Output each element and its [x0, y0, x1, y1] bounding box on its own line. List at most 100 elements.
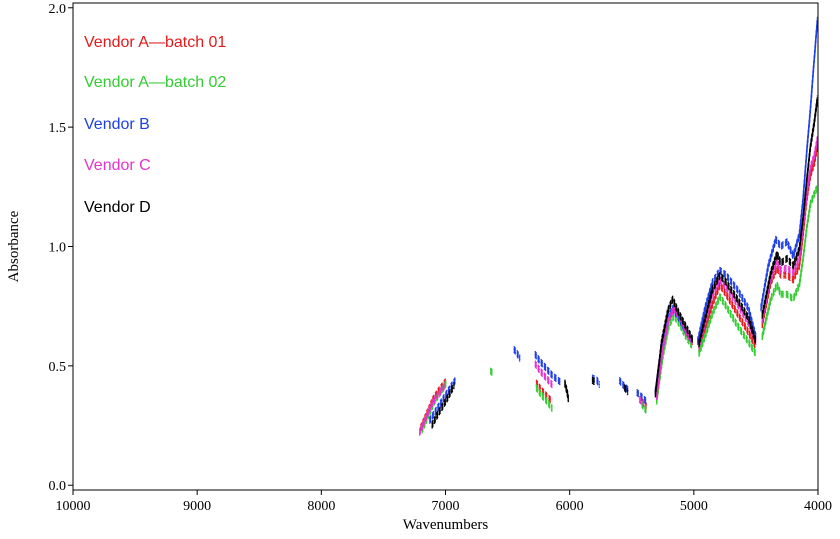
- spectrum-line: [418, 387, 447, 436]
- spectrum-line: [534, 363, 553, 386]
- spectrum-line: [421, 385, 448, 434]
- spectrum-line: [761, 183, 818, 335]
- spectrum-line: [535, 383, 553, 404]
- spectrum-line: [591, 375, 601, 384]
- x-tick-label: 6000: [556, 499, 584, 514]
- spectrum-line: [513, 345, 521, 357]
- spectrum-line: [761, 136, 819, 318]
- x-tick-label: 5000: [680, 499, 708, 514]
- x-tick-label: 9000: [183, 499, 211, 514]
- legend: Vendor A—batch 01 Vendor A—batch 02 Vendor…: [84, 34, 226, 216]
- spectrum-line: [698, 295, 757, 355]
- spectrum-line: [696, 269, 757, 343]
- spectrum-line: [760, 19, 819, 309]
- y-axis-ticks: 0.0 0.5 1.0 1.5 2.0: [49, 2, 73, 494]
- series-1: [420, 143, 819, 432]
- spectrum-line: [761, 95, 819, 314]
- spectrum-line: [638, 397, 645, 404]
- spectrum-line: [696, 268, 757, 341]
- spectrum-line: [641, 406, 648, 415]
- spectrum-line: [641, 403, 648, 412]
- legend-item-1: Vendor A—batch 01: [84, 34, 226, 51]
- spectrum-line: [535, 389, 553, 413]
- spectrum-line: [760, 16, 819, 306]
- spectrum-line: [698, 275, 757, 346]
- spectrum-line: [641, 402, 648, 411]
- y-axis-title: Absorbance: [6, 210, 22, 282]
- spectrum-line: [636, 391, 648, 403]
- x-tick-label: 8000: [307, 499, 335, 514]
- series-5: [431, 95, 819, 429]
- spectrum-line: [591, 376, 597, 381]
- spectrum-line: [641, 400, 648, 409]
- x-tick-label: 7000: [432, 499, 460, 514]
- y-tick-label: 2.0: [49, 2, 67, 17]
- spectrum-line: [534, 361, 553, 384]
- spectrum-line: [698, 271, 757, 342]
- spectrum-line: [489, 367, 494, 371]
- spectrum-line: [636, 394, 648, 405]
- spectrum-line: [761, 141, 819, 324]
- legend-item-2: Vendor A—batch 02: [84, 74, 226, 91]
- spectrum-line: [696, 271, 757, 344]
- spectrum-line: [535, 379, 553, 400]
- spectrum-line: [534, 364, 553, 387]
- spectrum-line: [623, 389, 629, 396]
- spectrum-line: [431, 386, 455, 428]
- spectrum-line: [513, 347, 521, 358]
- spectrum-line: [431, 384, 455, 426]
- y-tick-label: 1.0: [49, 241, 67, 256]
- series-4: [418, 136, 819, 436]
- spectrum-line: [534, 365, 553, 389]
- spectra-layer: [418, 16, 819, 436]
- spectrum-line: [431, 387, 455, 429]
- spectrum-line: [420, 378, 448, 427]
- spectrum-line: [618, 379, 629, 391]
- spectrum-line: [489, 371, 494, 375]
- spectrum-line: [636, 390, 648, 401]
- spectrum-line: [760, 18, 819, 308]
- spectrum-line: [418, 386, 447, 435]
- series-2: [421, 183, 818, 434]
- spectrum-line: [431, 381, 455, 424]
- spectrum-line: [535, 382, 553, 403]
- spectrum-line: [618, 382, 629, 394]
- spectrum-line: [698, 293, 757, 352]
- spectrum-line: [534, 355, 562, 385]
- spectrum-line: [591, 382, 597, 386]
- spectrum-line: [535, 384, 553, 407]
- spectrum-line: [618, 381, 629, 392]
- spectrum-line: [698, 297, 757, 356]
- spectrum-line: [489, 368, 494, 373]
- spectrum-line: [534, 352, 562, 382]
- spectrum-line: [534, 353, 562, 384]
- spectrum-line: [638, 400, 645, 406]
- spectrum-line: [534, 356, 562, 386]
- x-axis-title: Wavenumbers: [403, 517, 489, 533]
- y-tick-label: 1.5: [49, 121, 67, 136]
- spectrum-line: [591, 378, 597, 382]
- spectrum-line: [428, 376, 456, 419]
- spectrum-line: [636, 393, 648, 404]
- legend-item-4: Vendor C: [84, 157, 151, 174]
- spectrum-line: [698, 298, 757, 358]
- spectrum-line: [698, 280, 757, 349]
- spectrum-line: [761, 137, 819, 320]
- spectrum-line: [418, 383, 447, 432]
- spectrum-line: [513, 351, 521, 362]
- spectrum-line: [591, 379, 597, 384]
- spectrum-line: [534, 360, 553, 383]
- spectrum-line: [428, 378, 456, 420]
- spectrum-line: [638, 401, 645, 408]
- spectrum-line: [418, 384, 447, 433]
- x-tick-label: 4000: [804, 499, 832, 514]
- spectrum-line: [618, 378, 629, 389]
- spectrum-line: [431, 383, 455, 425]
- spectrum-line: [420, 376, 448, 426]
- spectrum-line: [761, 138, 819, 321]
- spectrum-line: [623, 385, 629, 392]
- spectrum-line: [698, 294, 757, 353]
- spectrum-line: [761, 140, 819, 323]
- spectrum-line: [535, 388, 553, 411]
- spectrum-line: [513, 350, 521, 361]
